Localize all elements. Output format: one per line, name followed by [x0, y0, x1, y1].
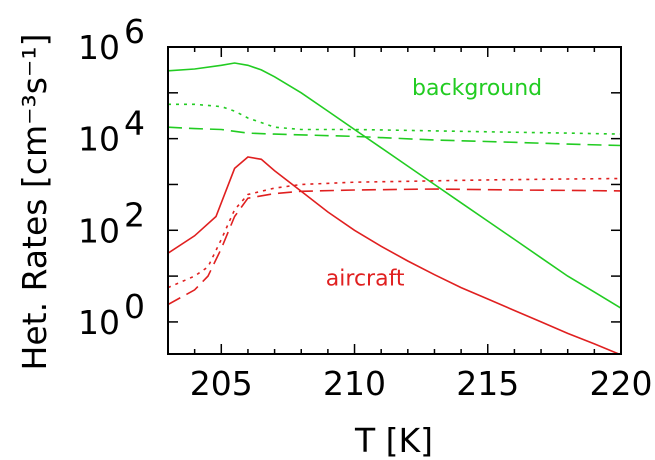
y-axis-title: Het. Rates [cm⁻³s⁻¹] [15, 34, 54, 371]
y-tick-label: 10 [78, 211, 120, 250]
y-tick-label: 10 [78, 28, 120, 67]
y-tick-label-exponent: 4 [124, 104, 145, 143]
x-tick-label: 215 [456, 364, 519, 403]
y-tick-label-exponent: 0 [124, 287, 145, 326]
series-annotation: background [412, 76, 542, 101]
y-tick-label: 10 [78, 120, 120, 159]
y-tick-label-exponent: 2 [124, 195, 145, 234]
series-line-3 [168, 126, 621, 147]
x-tick-label: 205 [190, 364, 253, 403]
plot-frame [167, 46, 622, 355]
series-line-2 [168, 103, 621, 135]
series-annotation: aircraft [326, 266, 405, 291]
y-tick-label-exponent: 6 [124, 12, 145, 51]
series-line-1 [168, 62, 621, 309]
series-line-5 [168, 177, 621, 289]
annotations: background aircraft [326, 76, 542, 291]
x-tick-label: 210 [323, 364, 386, 403]
x-tick-labels: 205 210 215 220 [190, 364, 653, 403]
series-line-6 [168, 188, 621, 306]
x-axis-title: T [K] [354, 421, 433, 460]
tick-marks [167, 46, 622, 354]
x-tick-label: 220 [590, 364, 653, 403]
series-layer [168, 62, 621, 354]
y-tick-label: 10 [78, 303, 120, 342]
series-line-4 [168, 156, 621, 354]
